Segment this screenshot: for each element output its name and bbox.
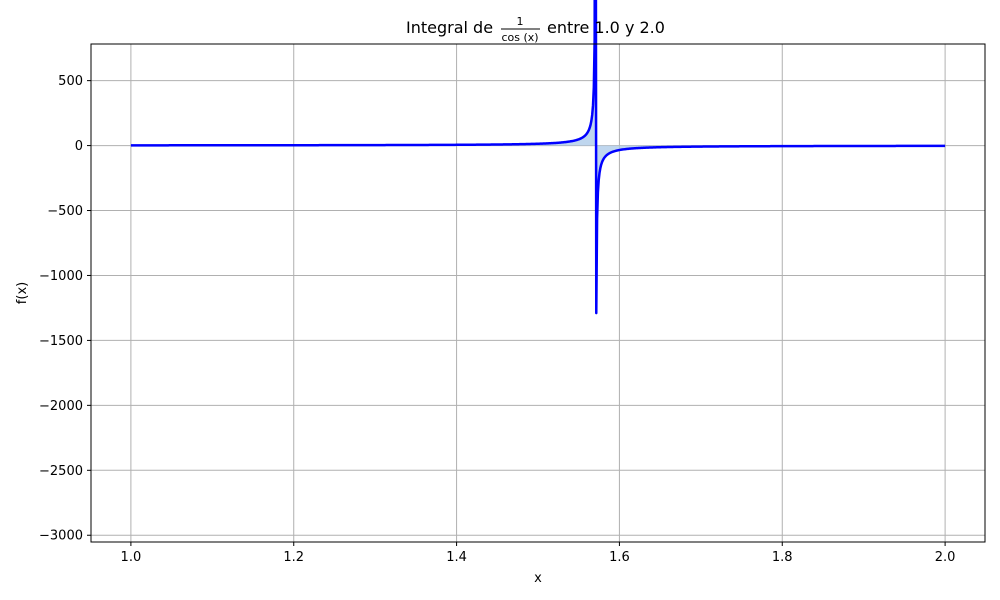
y-gridlines bbox=[91, 80, 985, 536]
y-tick-label: −2000 bbox=[39, 399, 83, 414]
title-prefix: Integral de bbox=[406, 18, 493, 37]
title-denominator: cos (x) bbox=[501, 31, 538, 44]
x-tick-label: 1.0 bbox=[121, 550, 142, 565]
y-tick-label: 0 bbox=[75, 139, 83, 154]
x-tick-label: 1.4 bbox=[446, 550, 467, 565]
x-gridlines bbox=[130, 44, 946, 542]
x-axis-ticks: 1.0 1.2 1.4 1.6 1.8 2.0 bbox=[121, 542, 956, 565]
x-tick-label: 1.6 bbox=[609, 550, 630, 565]
y-tick-label: −2500 bbox=[39, 464, 83, 479]
x-tick-label: 1.8 bbox=[772, 550, 793, 565]
y-tick-label: −3000 bbox=[39, 529, 83, 544]
y-tick-label: 500 bbox=[58, 74, 83, 89]
y-tick-label: −1000 bbox=[39, 269, 83, 284]
x-tick-label: 1.2 bbox=[283, 550, 304, 565]
y-axis-label: f(x) bbox=[15, 282, 30, 304]
x-tick-label: 2.0 bbox=[935, 550, 956, 565]
plot-frame bbox=[90, 43, 986, 543]
series-line bbox=[130, 0, 946, 315]
y-axis-ticks: 500 0 −500 −1000 −1500 −2000 −2500 −3000 bbox=[39, 74, 91, 544]
x-axis-label: x bbox=[534, 571, 542, 586]
title-numerator: 1 bbox=[517, 15, 524, 28]
chart-title: Integral de 1 cos (x) entre 1.0 y 2.0 bbox=[406, 15, 665, 44]
y-tick-label: −1500 bbox=[39, 334, 83, 349]
title-suffix: entre 1.0 y 2.0 bbox=[547, 18, 665, 37]
y-tick-label: −500 bbox=[47, 204, 83, 219]
